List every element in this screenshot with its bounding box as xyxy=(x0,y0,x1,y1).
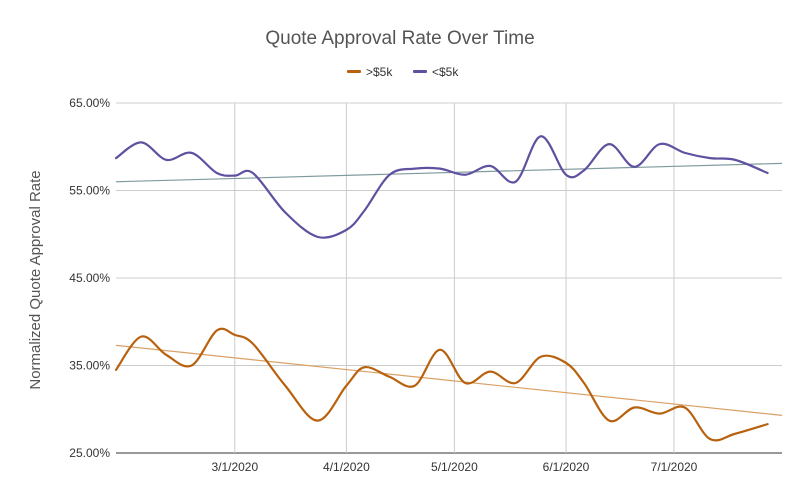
x-tick-label: 4/1/2020 xyxy=(323,460,370,474)
y-gridlines xyxy=(116,102,782,454)
y-tick-label: 55.00% xyxy=(69,184,110,198)
trendline-lt5k xyxy=(115,162,783,183)
y-tick-label: 25.00% xyxy=(69,446,110,460)
x-tick-labels: 3/1/2020 4/1/2020 5/1/2020 6/1/2020 7/1/2020 xyxy=(211,460,697,474)
legend: >$5k <$5k xyxy=(347,65,459,79)
legend-swatch-gt5k xyxy=(347,70,361,73)
legend-label-lt5k: <$5k xyxy=(432,65,459,79)
legend-label-gt5k: >$5k xyxy=(366,65,393,79)
x-gridlines xyxy=(234,103,675,453)
x-tick-label: 7/1/2020 xyxy=(651,460,698,474)
legend-item-gt5k[interactable]: >$5k xyxy=(347,65,393,79)
series-lines xyxy=(114,135,769,442)
x-tick-label: 5/1/2020 xyxy=(431,460,478,474)
x-tick-label: 6/1/2020 xyxy=(543,460,590,474)
legend-swatch-lt5k xyxy=(413,70,427,73)
trendlines xyxy=(115,162,783,416)
chart-title: Quote Approval Rate Over Time xyxy=(265,28,534,49)
series-line-lt5k xyxy=(114,135,769,239)
y-axis-label: Normalized Quote Approval Rate xyxy=(27,170,44,389)
y-tick-label: 45.00% xyxy=(69,271,110,285)
y-tick-label: 65.00% xyxy=(69,96,110,110)
y-tick-label: 35.00% xyxy=(69,359,110,373)
y-tick-labels: 65.00% 55.00% 45.00% 35.00% 25.00% xyxy=(69,96,110,460)
x-tick-label: 3/1/2020 xyxy=(211,460,258,474)
legend-item-lt5k[interactable]: <$5k xyxy=(413,65,459,79)
trendline-gt5k xyxy=(115,344,783,416)
series-line-gt5k xyxy=(114,327,769,442)
